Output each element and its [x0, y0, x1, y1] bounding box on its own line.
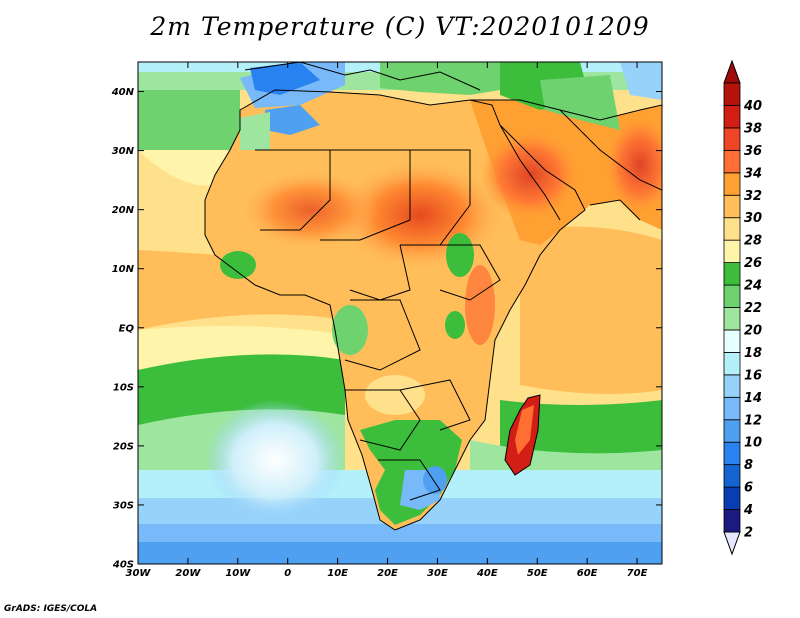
colorbar-bin-5	[723, 396, 741, 421]
colorbar-bin-6	[723, 374, 741, 398]
lon-label-7: 40E	[476, 568, 498, 579]
colorbar-label-11: 24	[744, 279, 762, 294]
lon-label-4: 10E	[327, 568, 348, 579]
colorbar-label-3: 8	[744, 458, 753, 473]
colorbar-bin-14	[723, 194, 741, 219]
colorbar-label-15: 32	[744, 189, 762, 204]
colorbar-label-5: 12	[744, 413, 762, 428]
lat-label-7: 30S	[113, 500, 134, 511]
lat-label-6: 20S	[113, 441, 134, 452]
colorbar-label-0: 2	[744, 526, 753, 541]
temperature-field	[138, 62, 662, 564]
lat-label-2: 20N	[112, 205, 135, 216]
map-frame	[137, 61, 663, 565]
colorbar-label-10: 22	[744, 301, 762, 316]
colorbar-label-16: 34	[744, 166, 762, 181]
lon-label-6: 30E	[427, 568, 448, 579]
lon-label-5: 20E	[377, 568, 398, 579]
colorbar-bin-3	[723, 441, 741, 466]
colorbar-bin-19	[723, 82, 741, 106]
colorbar-label-2: 6	[744, 481, 753, 496]
colorbar-bin-10	[723, 284, 741, 308]
colorbar-label-8: 18	[744, 346, 762, 361]
longitude-labels: 30W 20W 10W 0 10E 20E 30E 40E 50E 60E 70E	[126, 568, 648, 579]
colorbar-bin-2	[723, 464, 741, 488]
colorbar-bin-9	[723, 307, 741, 331]
colorbar-bin-7	[723, 351, 741, 376]
lat-label-3: 10N	[112, 264, 135, 275]
lat-label-8: 40S	[112, 560, 134, 571]
colorbar-bin-11	[723, 262, 741, 286]
colorbar-bin-0	[723, 509, 741, 533]
colorbar-label-4: 10	[744, 436, 762, 451]
colorbar-bin-4	[723, 419, 741, 443]
longitude-ticks	[137, 62, 638, 564]
lon-label-2: 10W	[225, 568, 251, 579]
colorbar-label-12: 26	[744, 256, 762, 271]
colorbar-label-14: 30	[744, 211, 762, 226]
lat-label-4: EQ	[119, 323, 135, 334]
grads-credit: GrADS: IGES/COLA	[4, 604, 98, 614]
colorbar-label-13: 28	[744, 234, 762, 249]
coastlines	[204, 62, 662, 531]
lon-label-1: 20W	[175, 568, 201, 579]
latitude-labels: 40N 30N 20N 10N EQ 10S 20S 30S 40S	[111, 87, 135, 570]
lon-label-0: 30W	[126, 568, 152, 579]
colorbar-bin-17	[723, 127, 741, 151]
colorbar-bin-1	[723, 486, 741, 510]
colorbar-bin-16	[723, 149, 741, 174]
colorbar-label-6: 14	[744, 391, 762, 406]
colorbar-label-9: 20	[744, 323, 762, 338]
lon-label-8: 50E	[527, 568, 548, 579]
lon-label-9: 60E	[577, 568, 598, 579]
colorbar-label-1: 4	[743, 503, 753, 518]
colorbar-under-arrow	[723, 531, 741, 556]
colorbar-bin-8	[723, 329, 741, 353]
colorbar-label-17: 36	[744, 144, 762, 159]
lat-label-5: 10S	[113, 382, 134, 393]
lon-label-10: 70E	[627, 568, 648, 579]
lon-label-3: 0	[284, 568, 291, 579]
colorbar-bin-18	[723, 105, 741, 129]
colorbar-label-7: 16	[744, 368, 762, 383]
chart-title: 2m Temperature (C) VT:2020101209	[150, 12, 650, 41]
colorbar-label-19: 40	[743, 99, 762, 114]
colorbar-over-arrow	[723, 59, 741, 84]
colorbar-label-18: 38	[744, 121, 762, 136]
colorbar-bin-15	[723, 172, 741, 196]
colorbar-bin-13	[723, 217, 741, 241]
lat-label-1: 30N	[112, 146, 135, 157]
lat-label-0: 40N	[111, 87, 135, 98]
latitude-ticks	[138, 91, 662, 565]
colorbar-bin-12	[723, 239, 741, 263]
